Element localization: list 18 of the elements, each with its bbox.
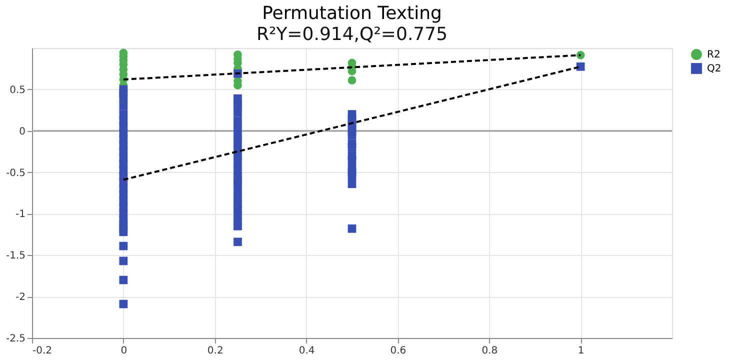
y-tick-label: 0: [19, 126, 26, 138]
chart-title: Permutation Texting: [262, 3, 442, 24]
y-tick-label: -2: [16, 292, 26, 304]
legend-label: Q2: [707, 64, 722, 74]
x-tick-label: 0.6: [390, 346, 406, 356]
x-tick-label: 0.4: [298, 346, 315, 356]
legend-label: R2: [707, 50, 720, 60]
chart-subtitle: R²Y=0.914,Q²=0.775: [256, 24, 448, 45]
x-tick-label: -0.2: [32, 346, 52, 356]
x-tick-label: 0: [120, 346, 128, 356]
x-tick-label: 1: [578, 346, 584, 356]
y-tick-label: 0.5: [10, 84, 26, 96]
y-tick-label: -1.5: [6, 250, 26, 262]
y-tick-label: -2.5: [6, 334, 26, 344]
x-tick-label: 0.2: [207, 346, 224, 356]
x-tick-label: 0.8: [482, 346, 498, 356]
y-tick-label: -1: [16, 209, 26, 220]
y-tick-label: -0.5: [6, 168, 26, 179]
